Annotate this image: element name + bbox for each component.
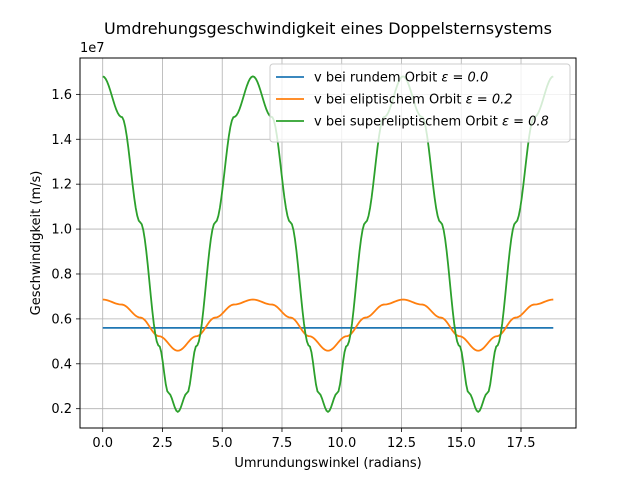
x-tick-label: 0.0: [92, 436, 113, 451]
legend: v bei rundem Orbit ε = 0.0 v bei eliptisc…: [269, 63, 571, 143]
x-tick-label: 15.0: [447, 436, 476, 451]
legend-entry: v bei supereliptischem Orbit ε = 0.8: [314, 115, 549, 130]
y-tick-label: 0.8: [51, 267, 72, 282]
x-tick-label: 7.5: [272, 436, 293, 451]
y-tick-label: 1.4: [51, 133, 72, 148]
x-axis: 0.0 2.5 5.0 7.5 10.0 12.5 15.0 17.5: [92, 428, 535, 451]
legend-entry: v bei eliptischem Orbit ε = 0.2: [314, 93, 513, 108]
legend-entry-label: v bei rundem Orbit: [314, 71, 441, 86]
series-line-1: [102, 298, 554, 352]
y-tick-label: 0.2: [51, 402, 72, 417]
legend-entry-math: ε = 0.2: [466, 93, 513, 108]
legend-box: [269, 63, 571, 143]
y-tick-label: 0.4: [51, 357, 72, 372]
x-tick-label: 2.5: [152, 436, 173, 451]
legend-entry-label: v bei supereliptischem Orbit: [314, 115, 502, 130]
plot-frame: [79, 57, 577, 429]
y-tick-label: 1.2: [51, 178, 72, 193]
series-layer: [102, 75, 554, 413]
x-tick-label: 12.5: [387, 436, 416, 451]
legend-entry-label: v bei eliptischem Orbit: [314, 93, 466, 108]
chart-title: Umdrehungsgeschwindigkeit eines Doppelst…: [104, 19, 552, 38]
series-line-2: [102, 75, 554, 413]
y-tick-label: 0.6: [51, 312, 72, 327]
x-tick-label: 5.0: [212, 436, 233, 451]
legend-entry: v bei rundem Orbit ε = 0.0: [314, 71, 488, 86]
legend-entry-math: ε = 0.0: [441, 71, 488, 86]
y-tick-label: 1.0: [51, 223, 72, 238]
y-offset-label: 1e7: [80, 41, 105, 56]
y-axis-label: Geschwindigkeit (m/s): [29, 171, 44, 316]
x-tick-label: 17.5: [507, 436, 536, 451]
legend-entry-math: ε = 0.8: [502, 115, 549, 130]
x-tick-label: 10.0: [327, 436, 356, 451]
x-axis-label: Umrundungswinkel (radians): [234, 456, 421, 471]
y-axis: 0.2 0.4 0.6 0.8 1.0 1.2 1.4 1.6: [51, 88, 80, 417]
y-tick-label: 1.6: [51, 88, 72, 103]
